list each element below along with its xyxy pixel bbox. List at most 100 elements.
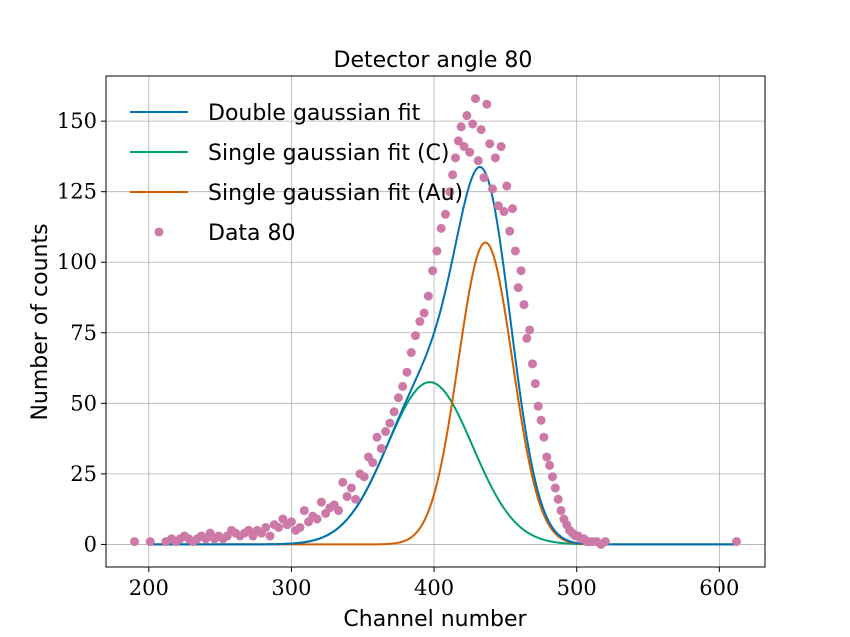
- data-point: [473, 156, 483, 166]
- data-point: [496, 142, 506, 152]
- fit-curve-1: [148, 381, 737, 546]
- data-point: [456, 122, 466, 132]
- data-point: [385, 418, 395, 428]
- data-point: [525, 325, 535, 335]
- x-tick-label: 500: [557, 576, 597, 600]
- data-point: [453, 136, 463, 146]
- fit-curve-0: [148, 165, 737, 546]
- data-point: [505, 226, 515, 236]
- y-tick-label: 125: [57, 180, 97, 204]
- data-point: [479, 173, 489, 183]
- data-point: [130, 537, 140, 547]
- data-point: [493, 201, 503, 211]
- data-point: [550, 483, 560, 493]
- data-point: [372, 432, 382, 442]
- data-point: [342, 491, 352, 501]
- data-point: [485, 139, 495, 149]
- x-tick-label: 400: [414, 576, 454, 600]
- data-point: [415, 317, 425, 326]
- data-point: [450, 153, 460, 163]
- data-points: [130, 94, 741, 549]
- data-point: [556, 506, 566, 516]
- data-point: [522, 333, 532, 343]
- data-point: [476, 125, 486, 135]
- legend-label: Data 80: [208, 221, 296, 246]
- data-point: [398, 381, 408, 391]
- data-point: [440, 209, 450, 219]
- data-point: [510, 246, 520, 256]
- data-point: [406, 348, 416, 358]
- data-point: [490, 153, 500, 163]
- data-point: [600, 537, 610, 547]
- chart-title: Detector angle 80: [334, 48, 533, 73]
- data-point: [299, 506, 309, 516]
- legend-label: Single gaussian fit (C): [208, 141, 449, 166]
- y-tick-label: 75: [70, 321, 97, 345]
- data-point: [488, 184, 498, 194]
- data-point: [286, 517, 296, 527]
- data-point: [470, 94, 480, 104]
- data-point: [542, 452, 552, 462]
- data-point: [423, 291, 433, 301]
- data-point: [295, 522, 305, 532]
- data-point: [338, 477, 348, 487]
- y-axis-label: Number of counts: [28, 223, 53, 420]
- data-point: [274, 522, 284, 532]
- data-point: [553, 494, 563, 504]
- data-point: [261, 522, 271, 532]
- data-point: [432, 246, 442, 256]
- x-tick-label: 200: [129, 576, 169, 600]
- data-point: [265, 531, 275, 541]
- data-point: [368, 458, 378, 468]
- data-point: [376, 443, 386, 453]
- data-point: [465, 147, 475, 157]
- data-point: [334, 506, 343, 516]
- y-tick-label: 25: [70, 462, 97, 486]
- data-point: [536, 415, 546, 425]
- data-point: [519, 300, 529, 310]
- data-point: [516, 266, 526, 276]
- x-tick-label: 300: [271, 576, 311, 600]
- data-point: [530, 379, 540, 389]
- data-point: [346, 483, 356, 493]
- data-point: [436, 223, 446, 233]
- legend-label: Double gaussian fit: [208, 101, 421, 126]
- data-point: [482, 99, 492, 109]
- y-tick-label: 0: [84, 532, 97, 556]
- data-point: [445, 187, 455, 197]
- legend-swatch-marker: [154, 227, 164, 237]
- fit-curve-2: [148, 241, 737, 546]
- legend: Double gaussian fit Single gaussian fit (…: [130, 101, 463, 246]
- data-point: [381, 427, 391, 437]
- data-point: [145, 537, 155, 547]
- data-point: [731, 537, 741, 547]
- data-point: [539, 432, 549, 442]
- data-point: [312, 514, 322, 524]
- x-tick-label: 600: [699, 576, 739, 600]
- data-point: [351, 494, 361, 504]
- data-point: [462, 111, 472, 121]
- data-point: [508, 204, 518, 214]
- data-point: [459, 142, 469, 152]
- y-tick-label: 100: [57, 250, 97, 274]
- data-point: [545, 460, 555, 470]
- data-point: [528, 359, 537, 369]
- axis-ticks: 200 300 400 500 600 0 25 50 75 100 125 150: [57, 109, 739, 600]
- data-point: [499, 206, 509, 216]
- legend-label: Single gaussian fit (Au): [208, 181, 463, 206]
- data-point: [419, 308, 429, 318]
- data-point: [448, 170, 458, 180]
- data-point: [547, 472, 557, 482]
- data-point: [393, 393, 403, 403]
- data-point: [513, 283, 523, 293]
- y-tick-label: 50: [70, 391, 97, 415]
- data-point: [468, 119, 478, 129]
- data-point: [502, 181, 512, 191]
- y-tick-label: 150: [57, 109, 97, 133]
- data-point: [533, 401, 543, 411]
- data-point: [402, 367, 412, 377]
- data-point: [359, 472, 369, 482]
- plot-frame: [105, 75, 766, 568]
- data-point: [411, 331, 421, 341]
